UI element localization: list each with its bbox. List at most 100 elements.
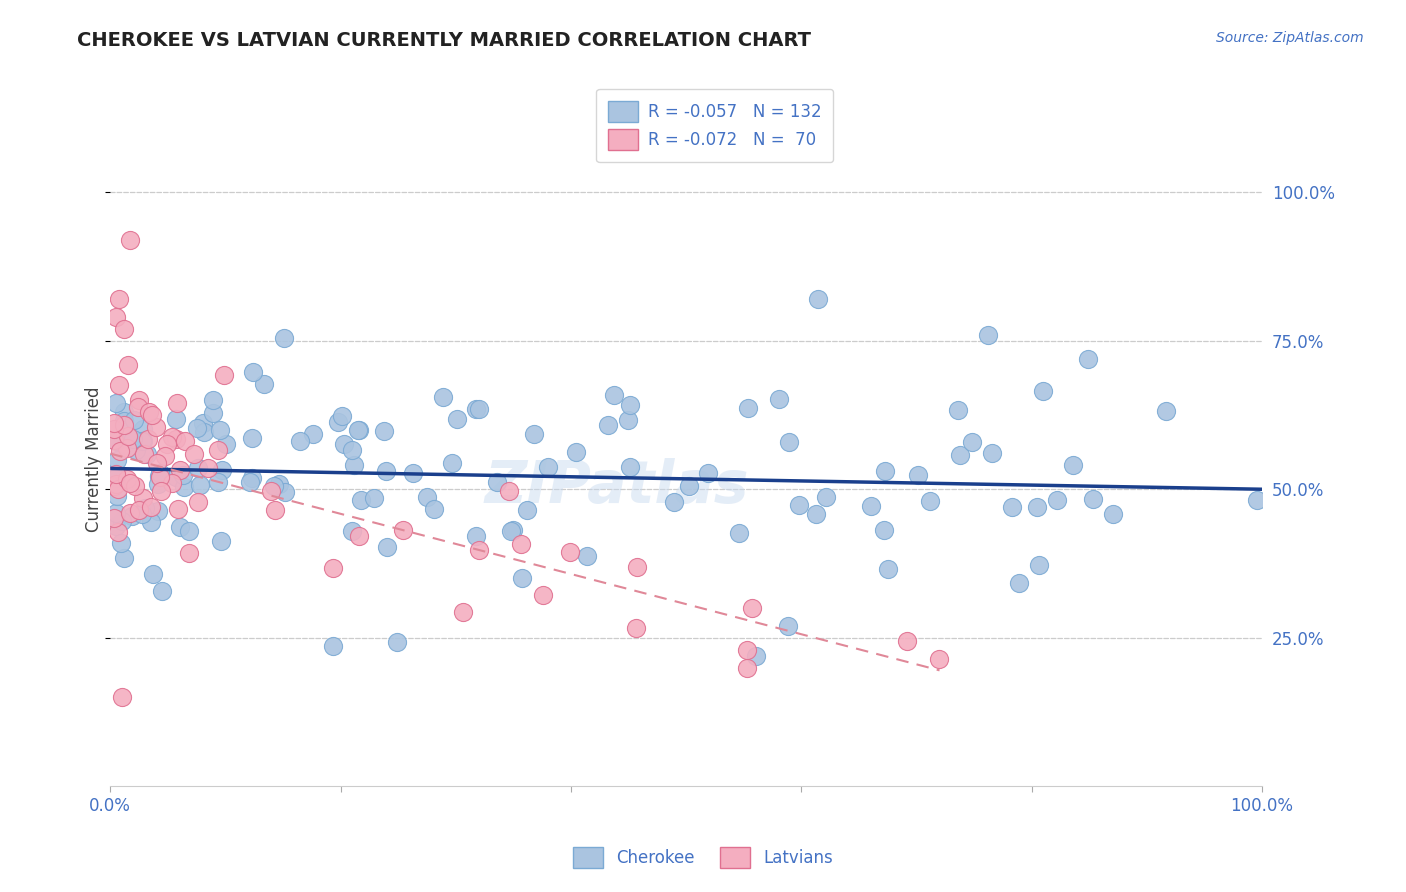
Point	[124, 479, 146, 493]
Point	[815, 490, 838, 504]
Point	[141, 500, 163, 514]
Point	[103, 416, 125, 430]
Point	[981, 446, 1004, 460]
Point	[187, 461, 209, 475]
Point	[188, 477, 211, 491]
Point	[960, 434, 983, 449]
Point	[160, 476, 183, 491]
Point	[120, 476, 142, 491]
Point	[197, 460, 219, 475]
Point	[145, 456, 167, 470]
Point	[193, 425, 215, 440]
Point	[127, 401, 149, 415]
Point	[387, 635, 409, 649]
Point	[177, 546, 200, 560]
Point	[347, 529, 370, 543]
Point	[132, 434, 155, 449]
Point	[1077, 351, 1099, 366]
Point	[744, 648, 766, 663]
Point	[105, 470, 128, 484]
Point	[768, 392, 790, 406]
Point	[108, 378, 131, 392]
Point	[787, 498, 810, 512]
Point	[132, 422, 155, 436]
Point	[1246, 492, 1268, 507]
Point	[486, 475, 509, 489]
Point	[1046, 493, 1069, 508]
Point	[735, 643, 758, 657]
Point	[131, 491, 153, 505]
Point	[117, 429, 139, 443]
Point	[166, 395, 188, 409]
Point	[928, 652, 950, 666]
Text: ZIPatlas: ZIPatlas	[485, 458, 749, 515]
Point	[177, 524, 200, 538]
Point	[128, 503, 150, 517]
Point	[214, 436, 236, 450]
Point	[617, 413, 640, 427]
Point	[156, 437, 179, 451]
Point	[141, 408, 163, 422]
Point	[415, 490, 437, 504]
Point	[1102, 507, 1125, 521]
Point	[347, 423, 370, 437]
Point	[1062, 458, 1084, 473]
Point	[523, 427, 546, 442]
Point	[907, 467, 929, 482]
Point	[239, 475, 262, 489]
Point	[402, 466, 425, 480]
Point	[139, 515, 162, 529]
Point	[242, 365, 264, 379]
Point	[499, 524, 522, 538]
Point	[111, 514, 134, 528]
Point	[727, 526, 749, 541]
Point	[240, 432, 263, 446]
Point	[1028, 558, 1050, 572]
Point	[377, 541, 399, 555]
Point	[342, 458, 364, 473]
Point	[209, 423, 232, 437]
Point	[468, 543, 491, 558]
Point	[330, 409, 353, 424]
Point	[149, 469, 172, 483]
Point	[209, 533, 232, 548]
Point	[105, 434, 128, 448]
Point	[112, 550, 135, 565]
Point	[860, 499, 883, 513]
Point	[1007, 576, 1029, 591]
Point	[977, 327, 1000, 342]
Point	[1001, 500, 1024, 514]
Point	[804, 507, 827, 521]
Point	[264, 503, 287, 517]
Point	[440, 456, 463, 470]
Point	[105, 396, 128, 410]
Point	[118, 233, 141, 247]
Point	[322, 639, 344, 653]
Point	[162, 429, 184, 443]
Point	[105, 519, 128, 533]
Point	[350, 493, 373, 508]
Point	[273, 331, 295, 345]
Point	[201, 406, 224, 420]
Point	[509, 537, 531, 551]
Point	[172, 468, 194, 483]
Point	[464, 402, 486, 417]
Point	[735, 661, 758, 675]
Point	[167, 501, 190, 516]
Point	[150, 584, 173, 599]
Point	[110, 443, 132, 458]
Point	[342, 442, 364, 457]
Point	[118, 507, 141, 521]
Point	[112, 418, 135, 433]
Point	[212, 368, 235, 383]
Point	[202, 393, 225, 408]
Point	[169, 462, 191, 476]
Point	[737, 401, 759, 416]
Point	[115, 441, 138, 455]
Point	[173, 480, 195, 494]
Point	[103, 511, 125, 525]
Point	[111, 690, 134, 704]
Point	[1032, 384, 1054, 398]
Point	[626, 559, 648, 574]
Point	[920, 493, 942, 508]
